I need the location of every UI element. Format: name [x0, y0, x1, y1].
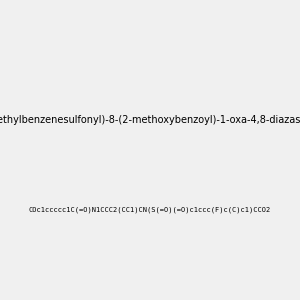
Text: COc1ccccc1C(=O)N1CCC2(CC1)CN(S(=O)(=O)c1ccc(F)c(C)c1)CCO2: COc1ccccc1C(=O)N1CCC2(CC1)CN(S(=O)(=O)c1…: [29, 207, 271, 213]
Text: 4-(4-Fluoro-3-methylbenzenesulfonyl)-8-(2-methoxybenzoyl)-1-oxa-4,8-diazaspiro[4: 4-(4-Fluoro-3-methylbenzenesulfonyl)-8-(…: [0, 115, 300, 125]
